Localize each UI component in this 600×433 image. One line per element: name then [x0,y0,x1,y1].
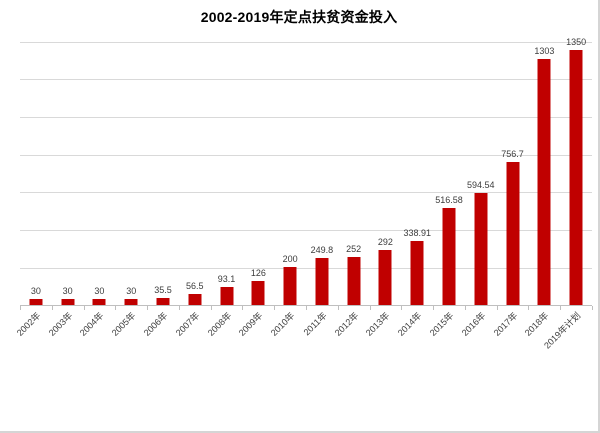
bar [188,294,202,305]
bar [283,267,297,305]
axis-tick [20,306,21,310]
axis-tick [115,306,117,310]
plot-area: 30 2002年 30 2003年 30 2004年 30 2005年 35.5 2006年 56.… [15,38,593,351]
bar [442,207,456,305]
bar [156,298,170,305]
axis-tick [528,306,530,310]
bar-value-label: 56.5 [186,281,204,292]
x-axis-label: 2009年 [237,310,265,338]
bar-value-label: 249.8 [310,244,334,255]
x-axis-label: 2002年 [14,310,43,338]
axis-tick [242,306,244,310]
bar [124,299,138,305]
bar [220,287,234,305]
x-axis-label: 2013年 [364,310,392,338]
bar-value-label: 30 [94,286,105,297]
x-axis-label: 2015年 [427,310,456,338]
bar-value-label: 292 [377,236,393,247]
axis-tick [178,306,180,310]
axis-tick [274,306,276,310]
bar-value-label: 126 [250,268,266,279]
bar [347,257,361,305]
x-axis-label: 2005年 [109,310,138,338]
bar-value-label: 252 [346,244,362,255]
bar-value-label: 30 [30,286,41,297]
x-axis-label: 2006年 [141,310,170,338]
gridline [20,79,592,81]
gridline [20,116,592,118]
axis-tick [83,306,85,310]
axis-tick [369,306,371,310]
axis-tick [337,306,339,310]
axis-tick [147,306,149,310]
gridline [20,41,592,43]
bar-value-label: 30 [126,286,137,297]
bar-value-label: 30 [62,286,73,297]
bar-value-label: 516.58 [435,194,463,205]
chart-title: 2002-2019年定点扶贫资金投入 [200,9,398,25]
x-axis-label: 2018年 [523,310,551,338]
x-axis-line [20,305,592,306]
axis-tick [496,306,498,310]
x-axis-label: 2010年 [268,310,297,338]
gridline [20,154,592,156]
bar [378,249,392,305]
axis-tick [210,306,212,310]
axis-tick [401,306,403,310]
axis-tick [306,306,307,310]
bar [537,59,551,305]
axis-tick [464,306,466,310]
bar-value-label: 338.91 [403,228,431,239]
axis-tick [51,306,53,310]
gridline [20,192,592,194]
bar [61,299,75,305]
bar [506,162,520,305]
bar [315,257,329,305]
bar-value-label: 93.1 [217,274,236,285]
bar [569,50,583,305]
x-axis-label: 2014年 [395,310,424,338]
bar-value-label: 1350 [566,37,587,48]
bar-value-label: 35.5 [154,285,172,296]
x-axis-label: 2012年 [332,310,361,338]
bar [251,281,265,305]
x-axis-label: 2004年 [78,310,106,338]
bar-value-label: 756.7 [501,149,524,160]
axis-tick [433,306,435,310]
axis-tick [592,306,593,310]
x-axis-label: 2003年 [46,310,75,338]
x-axis-label: 2016年 [459,310,488,338]
axis-tick [560,306,562,310]
bar [474,192,488,305]
x-axis-label: 2007年 [173,310,202,338]
bar [410,241,424,305]
bar-value-label: 594.54 [467,179,495,190]
bar [29,299,43,305]
gridline [20,230,592,232]
bar-value-label: 200 [282,254,298,265]
bar-value-label: 1303 [534,46,555,57]
x-axis-label: 2011年 [301,310,329,338]
x-axis-label: 2017年 [491,310,519,338]
gridline [20,267,592,269]
x-axis-label: 2008年 [205,310,233,338]
bar [92,299,106,305]
